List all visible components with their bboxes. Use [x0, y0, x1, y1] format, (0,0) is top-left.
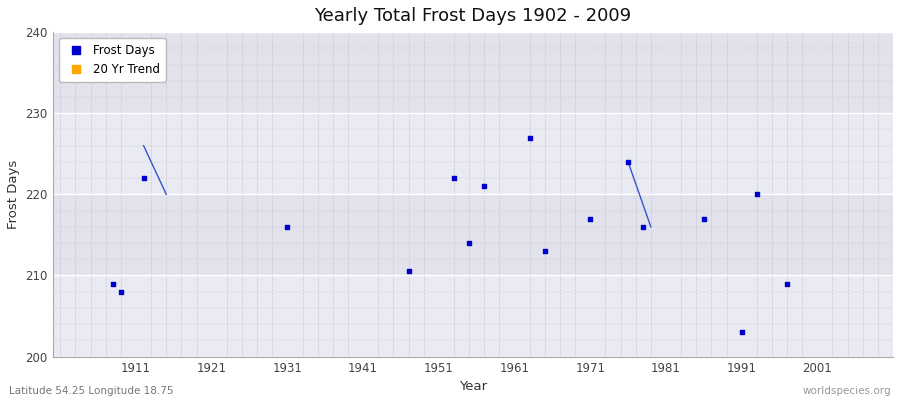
Legend: Frost Days, 20 Yr Trend: Frost Days, 20 Yr Trend — [58, 38, 166, 82]
Point — [106, 280, 121, 287]
Point — [583, 216, 598, 222]
Point — [780, 280, 795, 287]
Point — [636, 224, 651, 230]
Point — [446, 175, 461, 181]
Bar — [53, 276, 893, 357]
Point — [113, 288, 128, 295]
Bar — [53, 32, 893, 113]
Point — [477, 183, 491, 190]
Title: Yearly Total Frost Days 1902 - 2009: Yearly Total Frost Days 1902 - 2009 — [314, 7, 632, 25]
Bar — [53, 194, 893, 276]
Text: Latitude 54.25 Longitude 18.75: Latitude 54.25 Longitude 18.75 — [9, 386, 174, 396]
Point — [137, 175, 151, 181]
Point — [523, 134, 537, 141]
Point — [697, 216, 711, 222]
Point — [750, 191, 764, 198]
Point — [401, 268, 416, 275]
Text: worldspecies.org: worldspecies.org — [803, 386, 891, 396]
Point — [462, 240, 476, 246]
X-axis label: Year: Year — [459, 380, 487, 393]
Bar — [53, 113, 893, 194]
Point — [537, 248, 552, 254]
Y-axis label: Frost Days: Frost Days — [7, 160, 20, 229]
Point — [734, 329, 749, 336]
Point — [621, 159, 635, 165]
Point — [60, 61, 75, 68]
Point — [280, 224, 294, 230]
